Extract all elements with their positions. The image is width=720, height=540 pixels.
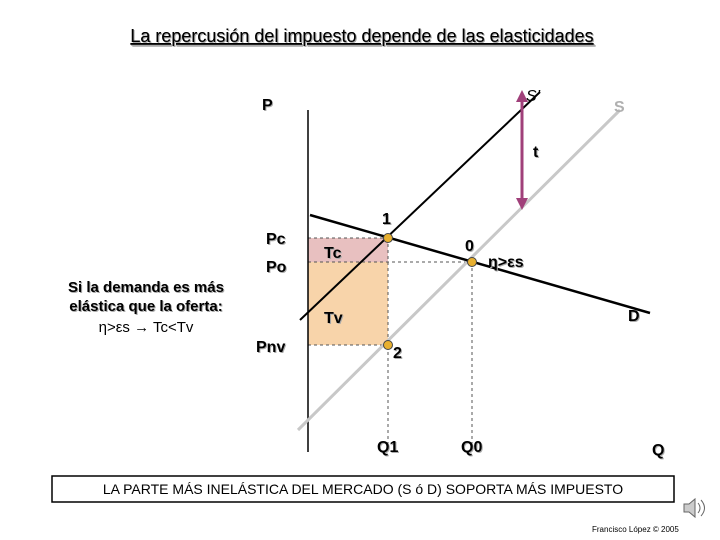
curve-label: D [628, 308, 640, 325]
axis-label: P [262, 97, 273, 114]
banner: LA PARTE MÁS INELÁSTICA DEL MERCADO (S ó… [103, 481, 623, 497]
point-label: 0 [465, 238, 474, 255]
point [383, 340, 393, 350]
point-label: 2 [393, 345, 402, 362]
speaker-icon[interactable] [683, 497, 705, 519]
axis-label: Q [652, 442, 664, 459]
point [383, 233, 393, 243]
side-note: Si la demanda es más [68, 279, 224, 296]
tc-area [308, 238, 388, 262]
tv-area [308, 262, 388, 345]
supply-line [296, 108, 622, 432]
credit: Francisco López © 2005 [592, 525, 679, 534]
condition: η>εs [488, 254, 524, 271]
quantity-label: Q1 [377, 439, 398, 456]
price-label: Pc [266, 231, 286, 248]
demand-line [309, 213, 651, 315]
supply-shifted-line [299, 91, 541, 321]
area-label: Tc [324, 245, 342, 262]
price-label: Pnv [256, 339, 285, 356]
price-label: Po [266, 259, 287, 276]
title: La repercusión del impuesto depende de l… [130, 26, 593, 46]
banner-box [51, 475, 675, 503]
point [467, 257, 477, 267]
point-label: 1 [382, 211, 391, 228]
curve-label: t [533, 144, 539, 161]
side-note: elástica que la oferta: [69, 298, 222, 315]
quantity-label: Q0 [461, 439, 482, 456]
side-note: η>εs → Tc<Tv [99, 319, 194, 336]
area-label: Tv [324, 310, 343, 327]
curve-label: S [614, 99, 625, 116]
curve-label: S’ [526, 88, 541, 105]
